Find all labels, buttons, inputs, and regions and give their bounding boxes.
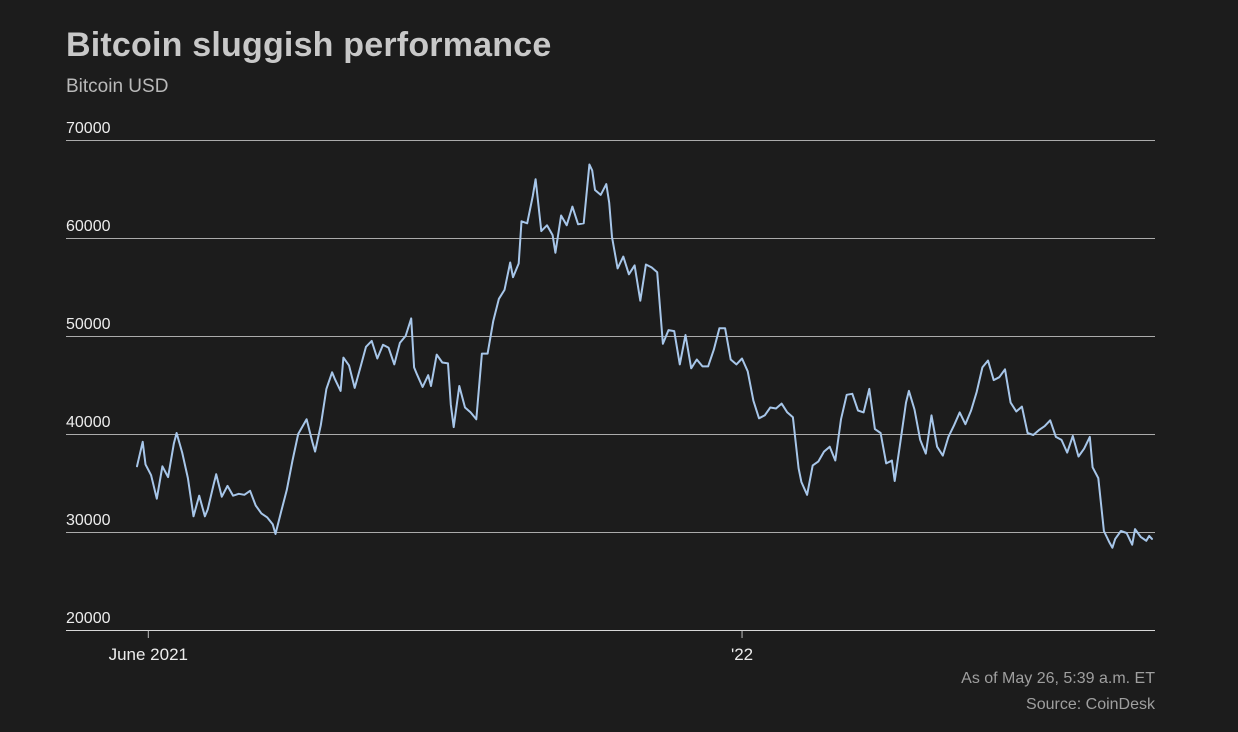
y-axis-label: 60000 [66,218,111,235]
x-axis-label: '22 [731,645,753,664]
y-axis-label: 50000 [66,316,111,333]
chart-title: Bitcoin sluggish performance [66,26,552,64]
as-of-note: As of May 26, 5:39 a.m. ET [961,670,1155,687]
x-axis-label: June 2021 [109,645,188,664]
source-note: Source: CoinDesk [1026,696,1155,713]
y-axis-label: 20000 [66,610,111,627]
chart-footer: As of May 26, 5:39 a.m. ET Source: CoinD… [961,666,1155,718]
y-axis-label: 40000 [66,414,111,431]
y-axis-label: 30000 [66,512,111,529]
chart-subtitle: Bitcoin USD [66,76,169,97]
y-axis-label: 70000 [66,120,111,137]
price-line-series [136,163,1153,549]
